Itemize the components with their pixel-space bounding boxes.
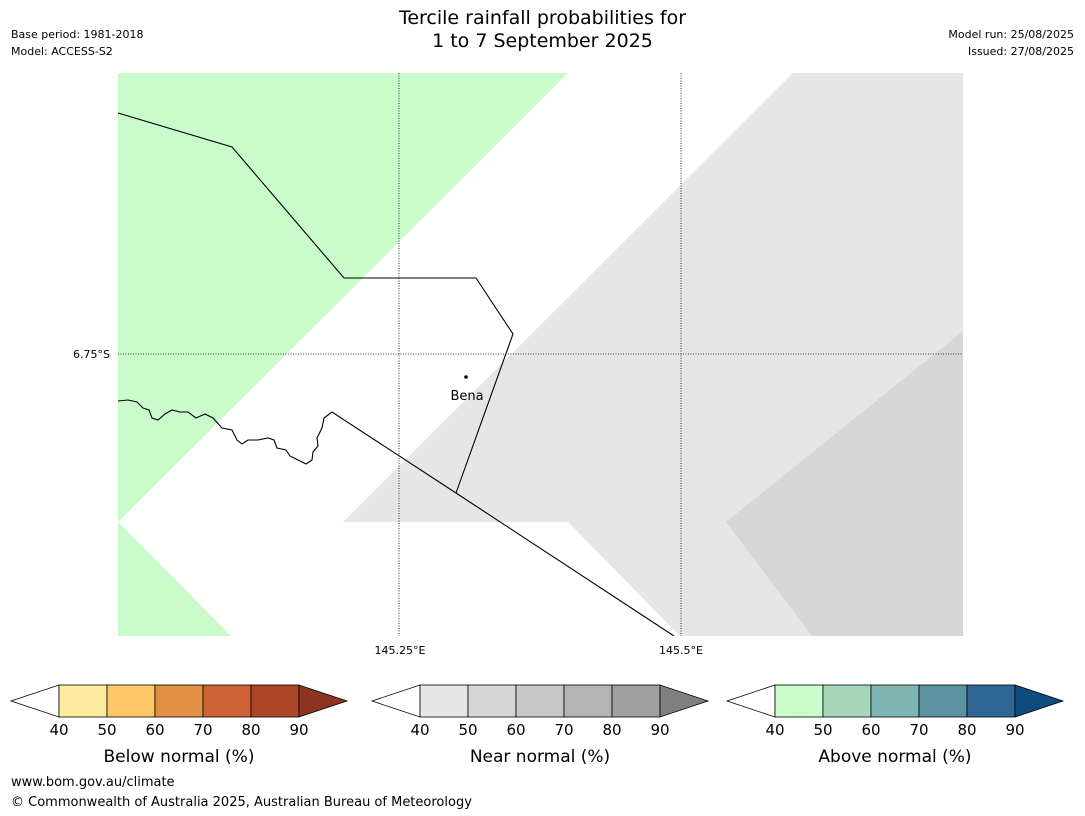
colorbar-below-segment bbox=[107, 685, 155, 717]
colorbar-below-high-extension bbox=[299, 685, 347, 717]
colorbar-above-segment bbox=[967, 685, 1015, 717]
colorbar-below-segment bbox=[155, 685, 203, 717]
colorbar-near-tick: 70 bbox=[554, 721, 573, 739]
colorbars: 40 50 60 70 80 90 Below normal (%) 40 50 60 70 80 90… bbox=[11, 685, 1063, 767]
colorbar-above-tick: 50 bbox=[813, 721, 832, 739]
colorbar-above-segment bbox=[823, 685, 871, 717]
colorbar-near-segment bbox=[516, 685, 564, 717]
colorbar-near: 40 50 60 70 80 90 Near normal (%) bbox=[372, 685, 708, 767]
colorbar-above-tick: 70 bbox=[909, 721, 928, 739]
longitude-label-145-5: 145.5°E bbox=[659, 644, 703, 657]
colorbar-above-high-extension bbox=[1015, 685, 1063, 717]
colorbar-above-low-extension bbox=[727, 685, 775, 717]
latitude-label: 6.75°S bbox=[73, 348, 110, 361]
colorbar-below-tick: 70 bbox=[193, 721, 212, 739]
colorbar-below-tick: 40 bbox=[49, 721, 68, 739]
colorbar-above-tick: 90 bbox=[1005, 721, 1024, 739]
bena-marker bbox=[464, 375, 468, 379]
colorbar-below-tick: 80 bbox=[241, 721, 260, 739]
bena-label: Bena bbox=[450, 389, 483, 404]
colorbar-above-tick: 60 bbox=[861, 721, 880, 739]
colorbar-below-segment bbox=[59, 685, 107, 717]
colorbar-near-segment bbox=[468, 685, 516, 717]
colorbar-above-segment bbox=[871, 685, 919, 717]
colorbar-above-segment bbox=[919, 685, 967, 717]
colorbar-near-tick: 50 bbox=[458, 721, 477, 739]
colorbar-below-low-extension bbox=[11, 685, 59, 717]
colorbar-below-tick: 90 bbox=[289, 721, 308, 739]
colorbar-above-tick: 80 bbox=[957, 721, 976, 739]
colorbar-below-segment bbox=[251, 685, 299, 717]
colorbar-near-label: Near normal (%) bbox=[470, 747, 610, 767]
colorbar-near-tick: 80 bbox=[602, 721, 621, 739]
colorbar-near-high-extension bbox=[660, 685, 708, 717]
longitude-label-145-25: 145.25°E bbox=[375, 644, 426, 657]
footer-copyright: © Commonwealth of Australia 2025, Austra… bbox=[11, 795, 472, 810]
footer-url: www.bom.gov.au/climate bbox=[11, 775, 175, 790]
colorbar-near-segment bbox=[420, 685, 468, 717]
colorbar-above: 40 50 60 70 80 90 Above normal (%) bbox=[727, 685, 1063, 767]
colorbar-below-tick: 60 bbox=[145, 721, 164, 739]
colorbar-below-tick: 50 bbox=[97, 721, 116, 739]
colorbar-above-segment bbox=[775, 685, 823, 717]
colorbar-below-segment bbox=[203, 685, 251, 717]
colorbar-near-tick: 60 bbox=[506, 721, 525, 739]
colorbar-below-label: Below normal (%) bbox=[104, 747, 255, 767]
colorbar-above-label: Above normal (%) bbox=[818, 747, 971, 767]
colorbar-near-segment bbox=[612, 685, 660, 717]
colorbar-above-tick: 40 bbox=[765, 721, 784, 739]
colorbar-near-segment bbox=[564, 685, 612, 717]
colorbar-near-tick: 90 bbox=[650, 721, 669, 739]
colorbar-near-tick: 40 bbox=[410, 721, 429, 739]
colorbar-below: 40 50 60 70 80 90 Below normal (%) bbox=[11, 685, 347, 767]
colorbar-near-low-extension bbox=[372, 685, 420, 717]
map-area: Bena bbox=[118, 73, 963, 636]
